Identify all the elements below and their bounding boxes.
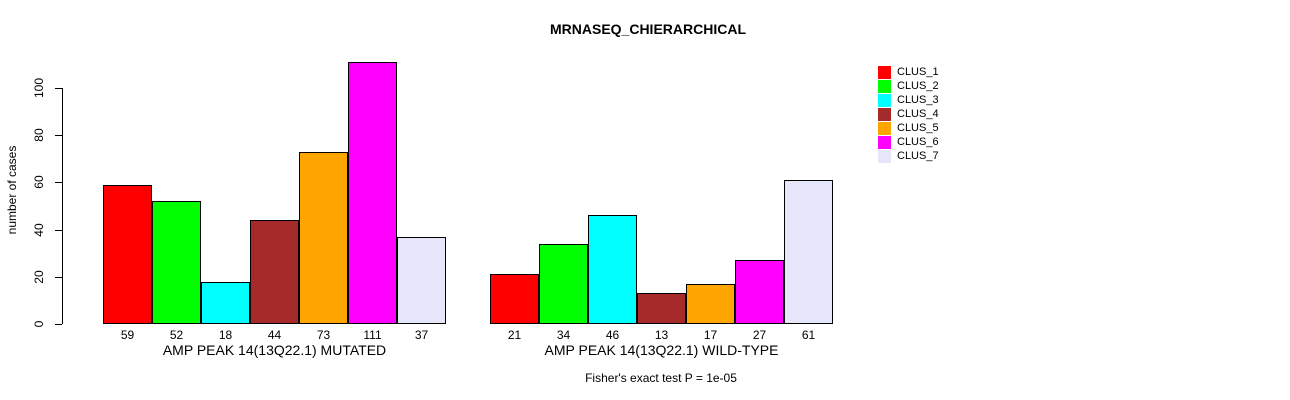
bar-clus_2-group2 <box>539 244 588 324</box>
x-axis-group-label: AMP PEAK 14(13Q22.1) MUTATED <box>162 342 387 358</box>
bar-value-label: 59 <box>120 328 135 342</box>
legend-swatch-clus_4 <box>878 108 891 121</box>
y-axis-tick-label: 20 <box>32 270 46 284</box>
legend-swatch-clus_6 <box>878 136 891 149</box>
legend-swatch-clus_1 <box>878 66 891 79</box>
bar-value-label: 17 <box>703 328 718 342</box>
bar-value-label: 46 <box>605 328 620 342</box>
legend-swatch-clus_7 <box>878 150 891 163</box>
legend-label: CLUS_7 <box>897 150 939 162</box>
bar-value-label: 13 <box>654 328 669 342</box>
bar-value-label: 52 <box>169 328 184 342</box>
bar-clus_6-group1 <box>348 62 397 324</box>
bar-clus_4-group1 <box>250 220 299 324</box>
y-axis-tick <box>55 324 62 325</box>
bar-clus_7-group2 <box>784 180 833 324</box>
y-axis-line <box>62 88 63 324</box>
legend-label: CLUS_4 <box>897 108 939 120</box>
y-axis-tick <box>55 182 62 183</box>
y-axis-tick-label: 40 <box>32 223 46 237</box>
legend-swatch-clus_2 <box>878 80 891 93</box>
bar-value-label: 18 <box>218 328 233 342</box>
y-axis-tick-label: 80 <box>32 128 46 142</box>
legend-label: CLUS_5 <box>897 122 939 134</box>
bar-value-label: 61 <box>801 328 816 342</box>
bar-value-label: 37 <box>414 328 429 342</box>
bar-value-label: 21 <box>507 328 522 342</box>
legend-label: CLUS_6 <box>897 136 939 148</box>
legend-label: CLUS_1 <box>897 66 939 78</box>
legend-label: CLUS_2 <box>897 80 939 92</box>
chart-title: MRNASEQ_CHIERARCHICAL <box>549 21 747 37</box>
bar-value-label: 44 <box>267 328 282 342</box>
y-axis-tick <box>55 88 62 89</box>
bar-clus_1-group2 <box>490 274 539 324</box>
bar-clus_4-group2 <box>637 293 686 324</box>
x-axis-group-label: AMP PEAK 14(13Q22.1) WILD-TYPE <box>544 342 779 358</box>
y-axis-title: number of cases <box>5 145 19 235</box>
fisher-annotation: Fisher's exact test P = 1e-05 <box>585 371 737 385</box>
y-axis-tick <box>55 135 62 136</box>
bar-value-label: 73 <box>316 328 331 342</box>
bar-value-label: 27 <box>752 328 767 342</box>
y-axis-tick <box>55 277 62 278</box>
bar-clus_3-group2 <box>588 215 637 324</box>
bar-clus_3-group1 <box>201 282 250 324</box>
legend-label: CLUS_3 <box>897 94 939 106</box>
y-axis-tick <box>55 230 62 231</box>
bar-clus_5-group1 <box>299 152 348 324</box>
bar-clus_6-group2 <box>735 260 784 324</box>
legend-swatch-clus_3 <box>878 94 891 107</box>
legend-swatch-clus_5 <box>878 122 891 135</box>
bar-value-label: 34 <box>556 328 571 342</box>
bar-clus_1-group1 <box>103 185 152 324</box>
bar-value-label: 111 <box>363 328 382 342</box>
bar-clus_7-group1 <box>397 237 446 324</box>
y-axis-tick-label: 60 <box>32 175 46 189</box>
bar-clus_2-group1 <box>152 201 201 324</box>
y-axis-tick-label: 100 <box>32 77 46 99</box>
bar-clus_5-group2 <box>686 284 735 324</box>
y-axis-tick-label: 0 <box>32 320 46 328</box>
